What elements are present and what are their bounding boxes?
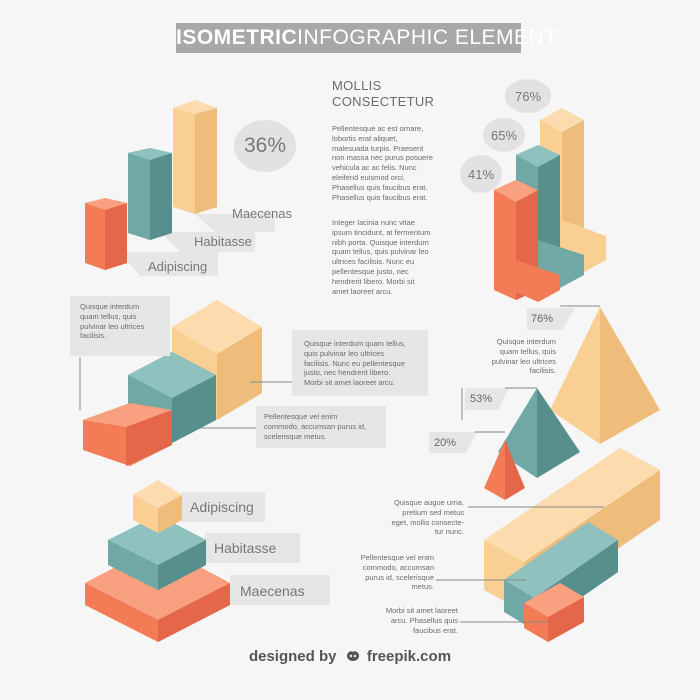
center-p2-line: quam tellus, quis pulvinar leo: [332, 247, 429, 257]
center-heading-line1: MOLLIS: [332, 78, 382, 93]
prism-tl-line: pulvinar leo ultrices: [80, 321, 145, 331]
block-text-line: faucibus erat.: [412, 625, 458, 635]
center-p2-line: ultrices facilisis. Nunc eu: [332, 257, 415, 267]
percent-circle-65: 65%: [483, 118, 525, 152]
title-light: INFOGRAPHIC ELEMENT: [297, 26, 558, 49]
pyramid-text-line: facilisis.: [529, 366, 556, 376]
footer-credit: designed by freepik.com: [0, 648, 700, 665]
title-bold: ISOMETRIC: [176, 26, 298, 49]
prism-text-box-bottom: Pellentesque vel enim commodo, accumsan …: [256, 406, 386, 448]
footer-brand: freepik.com: [366, 648, 452, 665]
center-p1-line: Pellentesque ac est ornare,: [332, 124, 424, 133]
block-text-line: metus.: [411, 582, 434, 592]
center-p1-line: malesuada turpis. Praesent: [332, 143, 424, 153]
prism-tl-line: Quisque interdum: [80, 302, 140, 311]
freepik-logo-icon: [346, 651, 359, 661]
title-banner: ISOMETRICINFOGRAPHIC ELEMENT: [176, 23, 557, 53]
block-text-line: commodo, accumsan: [362, 562, 434, 572]
block-text-line: Quisque augue urna,: [393, 498, 464, 507]
stack-label-adipiscing: Adipiscing: [190, 499, 254, 515]
percent-circle-41: 41%: [460, 155, 502, 193]
prism-text-box-right: Quisque interdum quam tellus, quis pulvi…: [292, 330, 428, 396]
center-p1-line: Phasellus quis faucibus erat.: [332, 182, 428, 192]
center-p1-line: eleifend euismod orci.: [332, 172, 405, 182]
pyramid-text-line: quam tellus, quis: [499, 346, 556, 356]
bar-label-maecenas: Maecenas: [232, 206, 292, 221]
center-p2-line: amet laoreet arcu.: [332, 286, 393, 296]
bars-group: [85, 100, 275, 276]
center-p2-line: nibh porta. Quisque interdum: [332, 237, 429, 247]
pyramid-text-line: Quisque interdum: [496, 337, 556, 346]
prism-tl-line: quam tellus, quis: [80, 311, 137, 321]
block-text-1: Quisque augue urna, pretium sed metus eg…: [368, 498, 464, 537]
prism-r-line: Quisque interdum quam tellus,: [304, 339, 406, 348]
prism-tl-line: facilisis.: [80, 331, 107, 341]
steps-group: [494, 108, 606, 302]
stack-label-habitasse: Habitasse: [214, 540, 277, 556]
center-p1-line: non massa nec purus posuere: [332, 153, 433, 163]
stack-group: [85, 480, 330, 642]
center-paragraph-2: Integer lacinia nunc vitae ipsum tincidu…: [332, 218, 462, 296]
block-text-2: Pellentesque vel enim commodo, accumsan …: [340, 553, 434, 592]
block-text-line: tur nunc.: [434, 527, 464, 537]
block-text-line: eget, mollis consecte-: [391, 517, 464, 527]
percent-circle-76: 76%: [505, 79, 551, 113]
center-p1-line: lobortis erat aliquet,: [332, 133, 398, 143]
center-p2-line: ipsum tincidunt, at fermentum: [332, 227, 431, 237]
pyramid-percent-76: 76%: [531, 313, 554, 325]
center-heading: MOLLIS CONSECTETUR: [332, 78, 434, 110]
block-text-line: purus id, scelerisque: [365, 572, 434, 582]
center-paragraph-1: Pellentesque ac est ornare, lobortis era…: [332, 124, 462, 202]
pyramids-group: [429, 305, 660, 500]
center-p2-line: pellentesque justo, nec: [332, 266, 409, 276]
prism-r-line: justo, nec hendrerit libero.: [304, 368, 391, 378]
block-text-line: Morbi sit amet laoreet: [385, 606, 458, 615]
block-text-line: Pellentesque vel enim: [360, 553, 434, 562]
center-heading-line2: CONSECTETUR: [332, 94, 435, 109]
center-p1-line: vehicula ac ac felis. Nunc: [332, 163, 417, 173]
center-p1-line: Phasellus quis faucibus erat.: [332, 192, 428, 202]
pyramid-text-line: pulvinar leo ultrices: [491, 356, 556, 366]
prism-r-line: facilisis. Nunc eu pellentesque: [304, 358, 405, 368]
prisms-group: [79, 300, 292, 466]
pyramid-percent-20: 20%: [434, 437, 457, 449]
prism-r-line: quis pulvinar leo ultrices: [304, 348, 385, 358]
blocks-group: [436, 448, 660, 642]
prism-text-box-topleft: Quisque interdum quam tellus, quis pulvi…: [70, 296, 170, 356]
percent-circle-36: 36%: [234, 120, 296, 172]
prism-b-line: Pellentesque vel enim: [264, 412, 338, 421]
bar-label-habitasse: Habitasse: [194, 234, 252, 249]
percent-65-label: 65%: [490, 127, 518, 143]
block-text-line: arcu. Phasellus quis: [390, 615, 458, 625]
prism-r-line: Morbi sit amet laoreet arcu.: [304, 378, 395, 388]
footer-designed: designed by: [248, 648, 337, 665]
block-text-line: pretium sed metus: [402, 507, 464, 517]
prism-b-line: scelerisque metus.: [264, 431, 327, 441]
prism-b-line: commodo, accumsan purus id,: [264, 421, 367, 431]
pyramid-percent-53: 53%: [470, 393, 493, 405]
percent-36-label: 36%: [243, 134, 287, 157]
stack-label-maecenas: Maecenas: [240, 583, 305, 599]
bar-label-adipiscing: Adipiscing: [148, 259, 208, 274]
percent-41-label: 41%: [467, 166, 495, 182]
pyramid-text: Quisque interdum quam tellus, quis pulvi…: [470, 337, 556, 376]
block-text-3: Morbi sit amet laoreet arcu. Phasellus q…: [360, 606, 458, 635]
center-p2-line: hendrerit libero. Morbi sit: [332, 276, 415, 286]
percent-76-label: 76%: [514, 88, 542, 104]
center-p2-line: Integer lacinia nunc vitae: [332, 218, 415, 227]
